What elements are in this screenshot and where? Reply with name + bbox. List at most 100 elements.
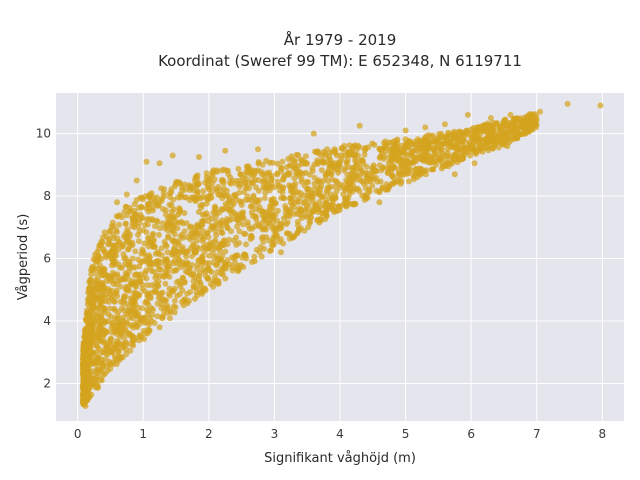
scatter-point [371, 167, 378, 174]
scatter-point [83, 397, 90, 404]
scatter-point [233, 253, 240, 260]
scatter-point [306, 220, 313, 226]
scatter-point [306, 171, 313, 178]
scatter-point [284, 230, 291, 237]
scatter-point [266, 169, 273, 176]
scatter-point [295, 222, 301, 229]
scatter-point [430, 147, 437, 154]
scatter-point [415, 170, 422, 177]
scatter-point [224, 202, 231, 209]
scatter-point [104, 294, 111, 301]
scatter-point [161, 238, 168, 245]
scatter-point [135, 238, 142, 245]
scatter-point [114, 316, 121, 323]
scatter-point [344, 171, 351, 178]
scatter-point [429, 132, 436, 139]
scatter-point [390, 174, 397, 181]
scatter-point [228, 180, 235, 187]
scatter-point [151, 243, 158, 250]
scatter-point [136, 263, 143, 270]
scatter-point [419, 148, 426, 155]
scatter-point [336, 161, 343, 168]
scatter-point [324, 169, 331, 176]
scatter-point [287, 162, 294, 169]
scatter-point [504, 143, 511, 150]
scatter-point [164, 227, 171, 234]
scatter-point [341, 146, 348, 153]
scatter-point [133, 283, 140, 290]
scatter-point [270, 214, 277, 221]
scatter-point [125, 246, 132, 253]
scatter-point [194, 292, 200, 299]
scatter-point [392, 152, 399, 159]
scatter-point [485, 144, 492, 151]
scatter-point [505, 134, 512, 141]
scatter-point [155, 278, 162, 285]
scatter-point [190, 271, 197, 278]
scatter-point [327, 156, 334, 163]
scatter-point [102, 252, 109, 259]
scatter-point [444, 145, 451, 152]
scatter-point [162, 211, 169, 218]
scatter-point [135, 256, 142, 263]
scatter-point [154, 313, 161, 320]
scatter-point [97, 300, 104, 307]
scatter-point [246, 225, 253, 232]
scatter-point [179, 234, 186, 241]
scatter-point [147, 254, 153, 261]
scatter-point [318, 167, 325, 174]
scatter-point [117, 283, 124, 290]
scatter-point [93, 380, 100, 386]
scatter-point [89, 321, 96, 328]
scatter-point [138, 250, 145, 257]
scatter-point [172, 285, 178, 292]
scatter-point [256, 249, 263, 256]
scatter-point [250, 192, 257, 199]
scatter-point [330, 195, 337, 202]
scatter-point [181, 228, 188, 235]
scatter-point [182, 186, 189, 193]
scatter-point [131, 290, 138, 297]
scatter-point [480, 126, 487, 133]
scatter-point [146, 200, 153, 207]
scatter-point [131, 298, 138, 305]
y-axis-title: Vågperiod (s) [16, 214, 31, 301]
scatter-point [340, 191, 347, 198]
scatter-point [259, 226, 266, 233]
scatter-point [219, 229, 226, 236]
scatter-point [315, 206, 322, 213]
scatter-point [338, 152, 345, 159]
scatter-point [287, 183, 294, 190]
scatter-point [234, 223, 240, 230]
scatter-point [81, 341, 88, 348]
scatter-point [331, 183, 338, 190]
scatter-point [345, 179, 352, 186]
scatter-point [154, 219, 161, 225]
scatter-point [229, 264, 236, 271]
scatter-point [86, 332, 93, 339]
scatter-point [388, 145, 395, 152]
scatter-point [164, 305, 171, 312]
scatter-point [260, 184, 267, 191]
scatter-point [153, 194, 160, 201]
scatter-point [276, 183, 283, 190]
x-tick-labels: 0 1 2 3 4 5 6 7 8 [74, 427, 606, 441]
scatter-point [451, 171, 458, 178]
scatter-point [211, 239, 218, 246]
scatter-point [303, 214, 310, 221]
scatter-point [424, 137, 431, 144]
scatter-point [451, 128, 458, 135]
scatter-point [107, 365, 114, 372]
scatter-point [131, 207, 138, 214]
scatter-point [358, 177, 365, 184]
scatter-point [106, 275, 112, 282]
scatter-point [303, 205, 310, 212]
scatter-point [182, 250, 189, 257]
scatter-point [289, 201, 296, 208]
scatter-point [91, 329, 97, 336]
scatter-point [116, 212, 123, 219]
scatter-point [243, 241, 249, 248]
scatter-point [258, 253, 265, 260]
scatter-point [252, 213, 259, 220]
scatter-point [242, 178, 249, 185]
